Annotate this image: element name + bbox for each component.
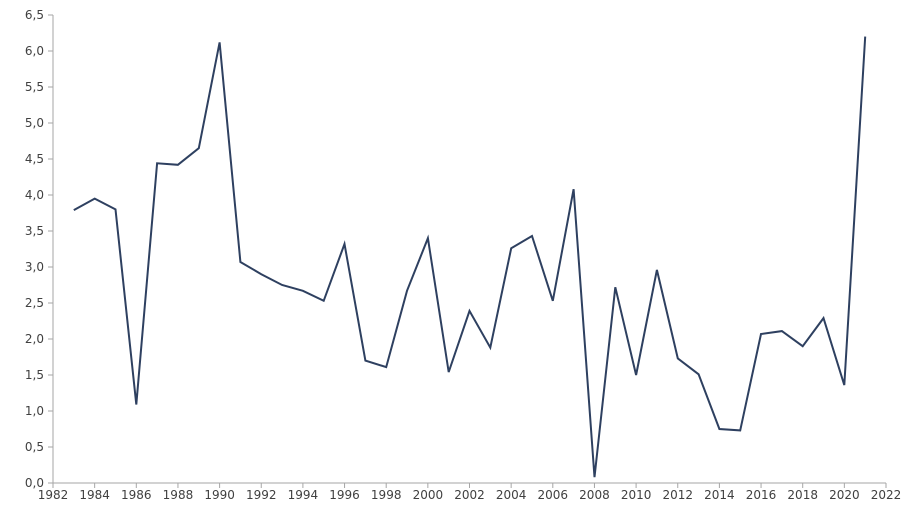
y-tick-label: 1,0 xyxy=(25,404,44,418)
x-tick-label: 2016 xyxy=(746,488,777,502)
y-tick-label: 6,5 xyxy=(25,8,44,22)
x-tick-label: 2020 xyxy=(829,488,860,502)
y-tick-label: 6,0 xyxy=(25,44,44,58)
x-tick-label: 2008 xyxy=(579,488,610,502)
x-tick-label: 2004 xyxy=(496,488,527,502)
x-tick-label: 1996 xyxy=(329,488,360,502)
y-tick-label: 1,5 xyxy=(25,368,44,382)
x-tick-label: 1990 xyxy=(204,488,235,502)
x-tick-label: 2002 xyxy=(454,488,485,502)
x-tick-label: 2018 xyxy=(787,488,818,502)
y-tick-label: 3,5 xyxy=(25,224,44,238)
axes xyxy=(53,15,886,483)
y-tick-label: 2,5 xyxy=(25,296,44,310)
x-tick-label: 1986 xyxy=(121,488,152,502)
series-group xyxy=(74,37,865,478)
x-tick-label: 1984 xyxy=(79,488,110,502)
series-line xyxy=(74,37,865,478)
x-tick-label: 2000 xyxy=(413,488,444,502)
y-tick-label: 5,0 xyxy=(25,116,44,130)
y-tick-label: 3,0 xyxy=(25,260,44,274)
x-tick-label: 1988 xyxy=(163,488,194,502)
y-tick-label: 4,0 xyxy=(25,188,44,202)
y-tick-label: 4,5 xyxy=(25,152,44,166)
y-tick-label: 5,5 xyxy=(25,80,44,94)
x-tick-label: 1992 xyxy=(246,488,277,502)
y-tick-label: 0,5 xyxy=(25,440,44,454)
x-tick-label: 2010 xyxy=(621,488,652,502)
x-tick-label: 2014 xyxy=(704,488,735,502)
x-tick-label: 2022 xyxy=(871,488,902,502)
x-tick-label: 2006 xyxy=(538,488,569,502)
x-axis-ticks: 1982 1984 1986 1988 1990 1992 1994 1996 1998 2000… xyxy=(38,483,902,502)
x-tick-label: 2012 xyxy=(662,488,693,502)
x-tick-label: 1994 xyxy=(288,488,319,502)
y-tick-label: 2,0 xyxy=(25,332,44,346)
y-axis-ticks: 0,00,51,01,52,02,53,03,54,04,55,05,56,06… xyxy=(25,8,53,490)
x-tick-label: 1998 xyxy=(371,488,402,502)
x-tick-label: 1982 xyxy=(38,488,69,502)
